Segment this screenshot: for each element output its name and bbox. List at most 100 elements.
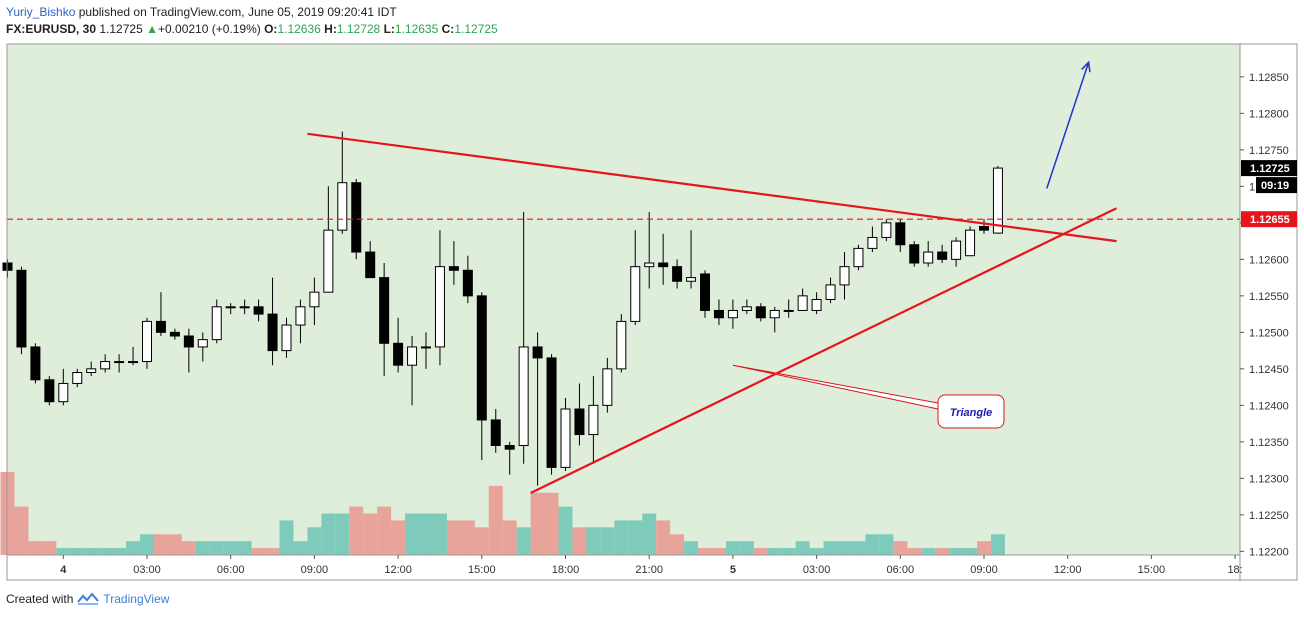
candle <box>811 292 822 315</box>
candle <box>574 383 585 446</box>
volume-bar <box>237 541 252 555</box>
candle <box>30 343 41 384</box>
candle <box>86 361 97 377</box>
candle <box>560 398 571 472</box>
candle <box>644 211 655 289</box>
volume-bar <box>112 548 127 555</box>
volume-bar <box>530 492 545 555</box>
candle-body <box>630 266 641 322</box>
volume-bar <box>223 541 238 555</box>
x-tick-label: 03:00 <box>803 564 831 576</box>
candle <box>741 299 752 315</box>
candle-body <box>281 324 292 352</box>
downtrend-line <box>307 132 1117 243</box>
candle <box>937 244 948 263</box>
volume-bars <box>0 472 1005 555</box>
candle-body <box>448 266 459 271</box>
x-tick-label: 15:00 <box>468 564 496 576</box>
high-value: 1.12728 <box>336 22 381 36</box>
y-tick-label: 1.12350 <box>1249 437 1289 449</box>
candle <box>72 368 83 388</box>
axes: 1.128501.128001.127501.127001.126501.126… <box>6 43 1298 581</box>
candle <box>114 354 125 373</box>
volume-bar <box>446 520 461 555</box>
symbol-label: FX:EURUSD, 30 <box>6 22 97 36</box>
candle-body <box>672 266 683 282</box>
volume-bar <box>656 520 671 555</box>
candle-body <box>72 372 83 384</box>
candle <box>700 270 710 318</box>
candle-body <box>155 320 166 333</box>
candle <box>142 317 152 369</box>
candle <box>853 244 864 271</box>
y-tick-label: 1.12300 <box>1249 473 1289 485</box>
candle <box>100 354 111 373</box>
uptrend-line <box>530 207 1118 494</box>
last-price-tag <box>1241 160 1297 177</box>
volume-bar <box>153 534 168 555</box>
candle <box>421 332 431 369</box>
volume-bar <box>279 520 294 555</box>
candle <box>992 165 1003 234</box>
level-price-tag <box>1241 211 1297 228</box>
price-change: +0.00210 (+0.19%) <box>158 22 261 36</box>
volume-bar <box>14 506 29 555</box>
volume-bar <box>739 541 754 555</box>
candle-body <box>407 346 418 366</box>
x-tick-label: 4 <box>60 564 67 576</box>
candle <box>546 354 557 475</box>
candle-body <box>100 361 111 370</box>
volume-bar <box>293 541 308 555</box>
candle-body <box>992 167 1003 234</box>
candle-body <box>923 251 934 264</box>
volume-bar <box>600 527 615 555</box>
candle-body <box>295 306 306 326</box>
volume-bar <box>753 548 768 555</box>
candle <box>713 299 724 326</box>
y-tick-label: 1.12550 <box>1249 291 1289 303</box>
triangle-label: Triangle <box>950 407 993 419</box>
volume-bar <box>949 548 964 555</box>
candle-body <box>741 306 752 311</box>
x-tick-label: 15:00 <box>1138 564 1166 576</box>
candle-body <box>797 295 808 311</box>
x-tick-label: 18:00 <box>552 564 580 576</box>
volume-bar <box>126 541 141 555</box>
volume-bar <box>837 541 852 555</box>
candle-body <box>44 379 55 403</box>
volume-bar <box>767 548 782 555</box>
volume-bar <box>349 506 364 555</box>
volume-bar <box>865 534 880 555</box>
candle-body <box>909 244 920 264</box>
x-tick-label: 03:00 <box>133 564 161 576</box>
candle <box>393 317 404 373</box>
tradingview-brand[interactable]: TradingView <box>103 592 170 606</box>
volume-bar <box>140 534 154 555</box>
candle-body <box>769 309 780 319</box>
candle-body <box>560 408 571 468</box>
volume-bar <box>502 520 517 555</box>
x-tick-label: 06:00 <box>217 564 245 576</box>
quote-line: FX:EURUSD, 30 1.12725 ▲+0.00210 (+0.19%)… <box>6 21 498 38</box>
candle-body <box>518 346 529 447</box>
candle-body <box>686 277 697 282</box>
candle <box>881 219 892 242</box>
candle-body <box>588 404 599 436</box>
outer-border <box>6 43 1298 581</box>
candle <box>839 252 850 300</box>
volume-bar <box>28 541 43 555</box>
open-label: O: <box>264 22 278 36</box>
volume-bar <box>711 548 726 555</box>
volume-bar <box>544 492 559 555</box>
candle <box>532 332 543 486</box>
candle <box>755 303 766 322</box>
candle-body <box>114 361 125 364</box>
candle-body <box>811 299 822 311</box>
candle-body <box>895 222 906 246</box>
plot-area[interactable] <box>7 44 1240 555</box>
tradingview-logo-icon <box>77 593 100 605</box>
candle <box>825 277 836 304</box>
author-link[interactable]: Yuriy_Bishko <box>6 5 76 19</box>
volume-bar <box>907 548 922 555</box>
